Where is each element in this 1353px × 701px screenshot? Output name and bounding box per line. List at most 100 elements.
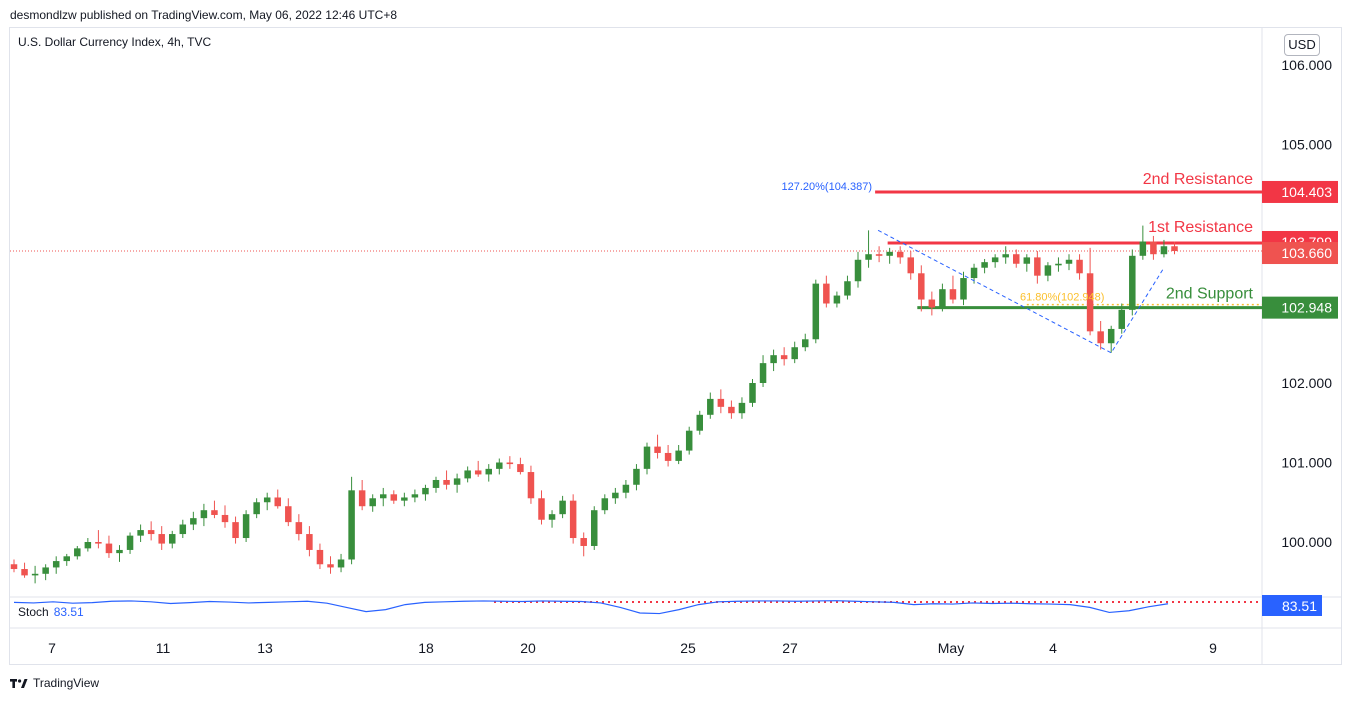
candle [854,259,862,282]
time-tick-label: 13 [257,640,273,656]
candle [137,530,144,536]
candle [1139,241,1147,256]
symbol-title[interactable]: U.S. Dollar Currency Index, 4h, TVC [18,35,212,49]
time-tick-label: 7 [48,640,56,656]
candle [52,561,60,568]
candle [981,262,988,268]
candle [717,398,725,407]
candle [21,569,28,576]
candle [527,472,535,499]
candle [253,502,260,515]
candle [1086,273,1094,332]
candle [1044,265,1052,276]
candle [759,363,767,383]
candle [232,522,239,539]
candle [380,494,387,499]
stoch-legend: Stoch 83.51 [18,605,84,619]
candle [126,535,134,550]
candle [105,543,113,554]
candle [1002,254,1009,258]
footer-brand-text: TradingView [33,676,100,690]
candle [211,510,218,515]
candle [844,281,851,296]
price-tick-label: 100.000 [1281,534,1332,550]
support-2-tag-text: 102.948 [1281,300,1332,316]
price-tick-label: 102.000 [1281,375,1332,391]
candle [221,514,229,523]
candle [1129,255,1136,310]
candle [949,289,957,300]
candle [42,567,49,574]
candle [559,500,566,515]
candle [918,273,925,300]
candle [1171,246,1178,252]
candle [569,500,577,539]
candle [991,257,999,263]
candles-layer [10,225,1178,584]
candle [179,524,187,535]
resistance-2-tag-text: 104.403 [1281,184,1332,200]
candle [1107,328,1115,344]
candle [63,556,70,562]
stoch-pane: 83.51 [13,595,1322,616]
candle [1013,254,1020,264]
candle [707,398,714,415]
support-2-tag [1262,296,1338,319]
candle [1150,241,1157,255]
candle [84,542,92,549]
time-tick-label: 4 [1049,640,1057,656]
candle [401,497,408,501]
candle [1065,259,1073,264]
price-axis[interactable]: 106.000 105.000 102.000 101.000 100.000 104.4… [1262,57,1338,550]
fib-618-label: 61.80%(102.948) [1020,292,1104,304]
candle [770,355,777,364]
candle [116,549,123,554]
resistance-2-label: 2nd Resistance [1143,171,1253,188]
candle [327,564,334,568]
candle [10,564,18,570]
candle [622,484,630,493]
candle [664,452,672,461]
currency-button[interactable]: USD [1284,34,1320,56]
price-tick-label: 106.000 [1281,57,1332,73]
levels-layer [10,190,1262,310]
time-axis[interactable]: 7 11 13 18 20 25 27 May 4 9 [48,640,1217,656]
candle [474,470,482,475]
candle [960,278,967,300]
candle [422,487,429,495]
last-price-tag-text: 103.660 [1281,245,1332,261]
candle [823,283,830,304]
candle [496,462,503,469]
candle [886,251,893,256]
candle [675,450,682,461]
candle [242,514,250,539]
candle [295,522,303,535]
price-tick-label: 101.000 [1281,455,1332,471]
candle [1118,309,1125,329]
candle [453,478,461,485]
candle [316,549,324,565]
candle [654,446,661,453]
candle [1034,257,1041,276]
time-tick-label: 20 [520,640,536,656]
candle [696,414,703,431]
last-price-tag [1262,242,1338,265]
candle [285,506,292,523]
candle [348,490,355,560]
resistance-2-tag [1262,180,1338,203]
candle [633,468,640,485]
candle [749,383,756,403]
candle [1023,257,1031,264]
time-tick-label: 11 [156,640,171,656]
candle [506,462,514,465]
candle [865,254,872,260]
candle [896,251,904,258]
candle [802,339,809,348]
support-2-label: 2nd Support [1166,286,1254,303]
stoch-line [13,600,1169,615]
candle [369,498,376,507]
candle [432,479,440,488]
candle [728,406,735,414]
stoch-name: Stoch [18,605,49,619]
